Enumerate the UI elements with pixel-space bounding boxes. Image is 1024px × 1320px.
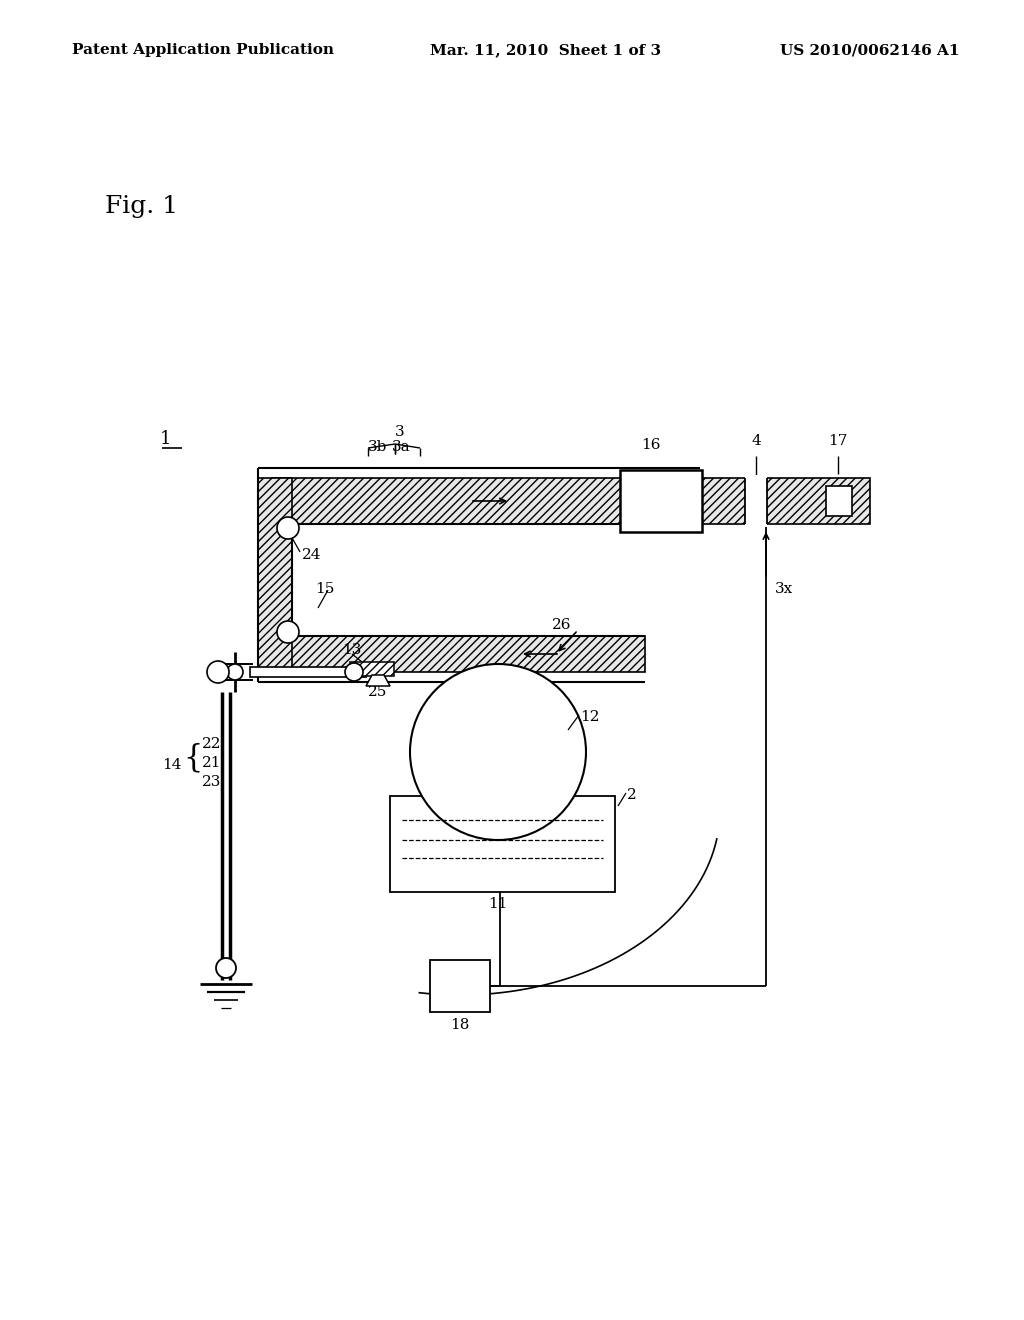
Text: 15: 15 (315, 582, 335, 597)
Circle shape (227, 664, 243, 680)
Text: 25: 25 (368, 685, 387, 700)
Text: 4: 4 (752, 434, 761, 447)
Text: Patent Application Publication: Patent Application Publication (72, 44, 334, 57)
Text: Mar. 11, 2010  Sheet 1 of 3: Mar. 11, 2010 Sheet 1 of 3 (430, 44, 662, 57)
Text: 11: 11 (488, 898, 508, 911)
Text: 21: 21 (202, 756, 221, 770)
Text: 3: 3 (395, 425, 404, 440)
Bar (430, 960, 490, 1012)
Text: 17: 17 (828, 434, 848, 447)
Polygon shape (366, 675, 390, 686)
Circle shape (278, 517, 299, 539)
Text: 14: 14 (163, 758, 182, 772)
Text: 16: 16 (641, 438, 660, 451)
Bar (702, 478, 870, 524)
Bar (390, 796, 615, 892)
Text: 1: 1 (160, 430, 171, 447)
Text: 23: 23 (202, 775, 221, 789)
Text: Fig. 1: Fig. 1 (105, 195, 178, 218)
Bar (620, 470, 702, 532)
Bar (745, 475, 767, 527)
Circle shape (278, 620, 299, 643)
Text: 18: 18 (451, 1018, 470, 1032)
Text: 3b: 3b (368, 440, 387, 454)
Bar (250, 667, 366, 677)
Circle shape (216, 958, 236, 978)
Circle shape (207, 661, 229, 682)
Text: 24: 24 (302, 548, 322, 562)
Bar (350, 663, 394, 676)
Text: 12: 12 (580, 710, 599, 723)
Text: 3a: 3a (392, 440, 411, 454)
Bar (258, 478, 292, 672)
Circle shape (345, 663, 362, 681)
Bar (272, 636, 645, 672)
Text: 22: 22 (202, 737, 221, 751)
Bar (826, 486, 852, 516)
Text: 3x: 3x (775, 582, 794, 597)
Text: 13: 13 (342, 643, 361, 657)
Bar (272, 478, 700, 524)
Circle shape (410, 664, 586, 840)
Text: 2: 2 (627, 788, 637, 803)
Text: 26: 26 (552, 618, 571, 632)
Text: {: { (183, 742, 203, 774)
Text: US 2010/0062146 A1: US 2010/0062146 A1 (780, 44, 961, 57)
Bar (292, 524, 645, 636)
